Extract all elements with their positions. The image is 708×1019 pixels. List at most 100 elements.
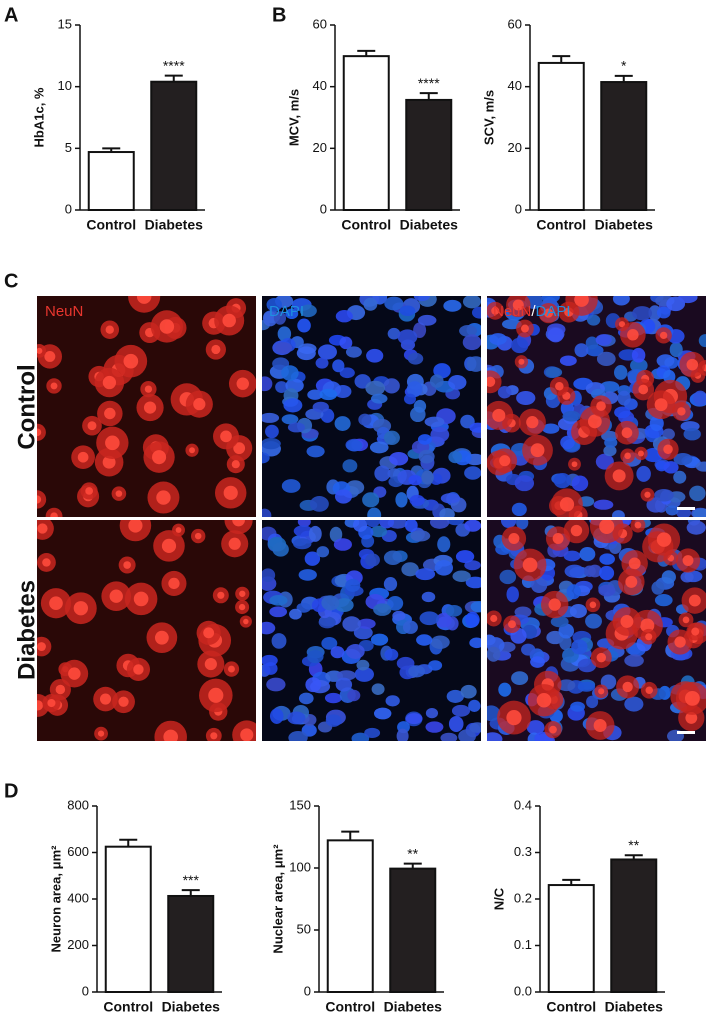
neuron-nucleus <box>677 407 686 416</box>
neuron-nucleus <box>37 523 48 534</box>
y-axis-label: N/C <box>491 887 506 910</box>
y-tick-label: 150 <box>289 797 311 812</box>
y-axis-label: Nuclear area, μm² <box>270 844 285 954</box>
neuron-nucleus <box>691 627 700 636</box>
y-axis-label: HbA1c, % <box>31 87 46 147</box>
y-tick-label: 0 <box>82 983 89 998</box>
nucleus <box>487 705 501 722</box>
nucleus <box>526 720 545 735</box>
error-bar <box>341 830 360 841</box>
neuron-nucleus <box>645 633 653 641</box>
nucleus <box>335 309 353 323</box>
y-tick-label: 0 <box>304 983 311 998</box>
neuron-nucleus <box>674 636 686 648</box>
nucleus <box>686 520 706 535</box>
nucleus <box>317 344 337 360</box>
nucleus <box>262 654 278 667</box>
neuron-nucleus <box>656 532 672 547</box>
nucleus <box>299 304 317 318</box>
nucleus <box>506 586 519 603</box>
nucleus <box>458 729 476 741</box>
nucleus <box>362 492 380 508</box>
y-tick-label: 600 <box>67 844 89 859</box>
nucleus <box>419 611 440 626</box>
nucleus <box>324 692 342 704</box>
y-tick-label: 0 <box>320 201 327 216</box>
nucleus <box>405 713 423 725</box>
nucleus <box>487 646 501 662</box>
significance: * <box>621 58 627 74</box>
nucleus <box>429 374 444 388</box>
nucleus <box>288 731 308 741</box>
nucleus <box>358 413 372 426</box>
neuron-nucleus <box>211 344 221 355</box>
neuron-nucleus <box>598 688 605 695</box>
nucleus <box>448 450 463 464</box>
neuron-nucleus <box>37 642 46 651</box>
scale-bar <box>677 731 695 734</box>
neuron-nucleus <box>549 725 557 734</box>
neuron-nucleus <box>189 447 195 454</box>
nucleus <box>693 390 706 406</box>
neuron-nucleus <box>203 627 215 639</box>
neuron <box>37 423 46 441</box>
x-tick-label: Diabetes <box>384 999 443 1015</box>
significance: **** <box>163 57 185 73</box>
neuron-nucleus <box>640 618 655 633</box>
nucleus <box>415 568 436 581</box>
neuron-nucleus <box>686 358 699 371</box>
panel-letter: B <box>272 4 286 26</box>
nucleus <box>465 611 480 628</box>
nucleus <box>577 681 596 692</box>
nucleus <box>293 525 313 537</box>
neuron-nucleus <box>133 664 144 675</box>
nucleus <box>296 602 311 613</box>
nucleus <box>656 306 671 319</box>
y-axis-label: SCV, m/s <box>481 90 496 145</box>
channel-label: NeuN/DAPI <box>493 303 571 320</box>
y-tick-label: 60 <box>313 16 327 31</box>
nucleus <box>530 656 545 668</box>
nucleus <box>373 603 392 616</box>
neuron <box>128 296 161 313</box>
neuron-nucleus <box>638 384 649 395</box>
nucleus <box>497 386 512 399</box>
nucleus <box>511 502 527 517</box>
neuron-nucleus <box>552 533 564 544</box>
nucleus <box>408 665 426 678</box>
nucleus <box>334 489 352 504</box>
neuron-nucleus <box>682 555 694 566</box>
nucleus <box>563 550 581 562</box>
scale-bar <box>677 507 695 510</box>
neuron-nucleus <box>243 618 249 625</box>
neuron-nucleus <box>109 589 123 603</box>
neuron-nucleus <box>77 451 89 463</box>
nucleus <box>596 351 616 366</box>
y-tick-label: 800 <box>67 797 89 812</box>
nucleus <box>367 507 382 517</box>
nucleus <box>624 696 644 712</box>
nucleus <box>586 695 599 709</box>
nucleus <box>262 438 281 450</box>
nucleus <box>342 616 361 632</box>
nucleus <box>559 634 572 651</box>
nucleus <box>516 520 529 530</box>
nucleus <box>342 459 358 473</box>
nucleus <box>413 296 430 302</box>
nucleus <box>269 606 288 618</box>
micrographs <box>37 296 706 741</box>
neuron-nucleus <box>115 490 123 497</box>
neuron-nucleus <box>634 521 642 529</box>
neuron-nucleus <box>522 557 538 573</box>
y-tick-label: 5 <box>65 140 72 155</box>
neuron-nucleus <box>684 690 700 706</box>
nucleus <box>366 348 384 363</box>
neuron-nucleus <box>589 601 597 609</box>
nucleus <box>446 689 465 703</box>
neuron-nucleus <box>518 358 525 365</box>
nucleus <box>559 355 577 366</box>
neuron-nucleus <box>233 442 246 455</box>
nucleus <box>558 623 574 639</box>
nucleus <box>428 660 443 671</box>
neuron-nucleus <box>228 537 241 550</box>
